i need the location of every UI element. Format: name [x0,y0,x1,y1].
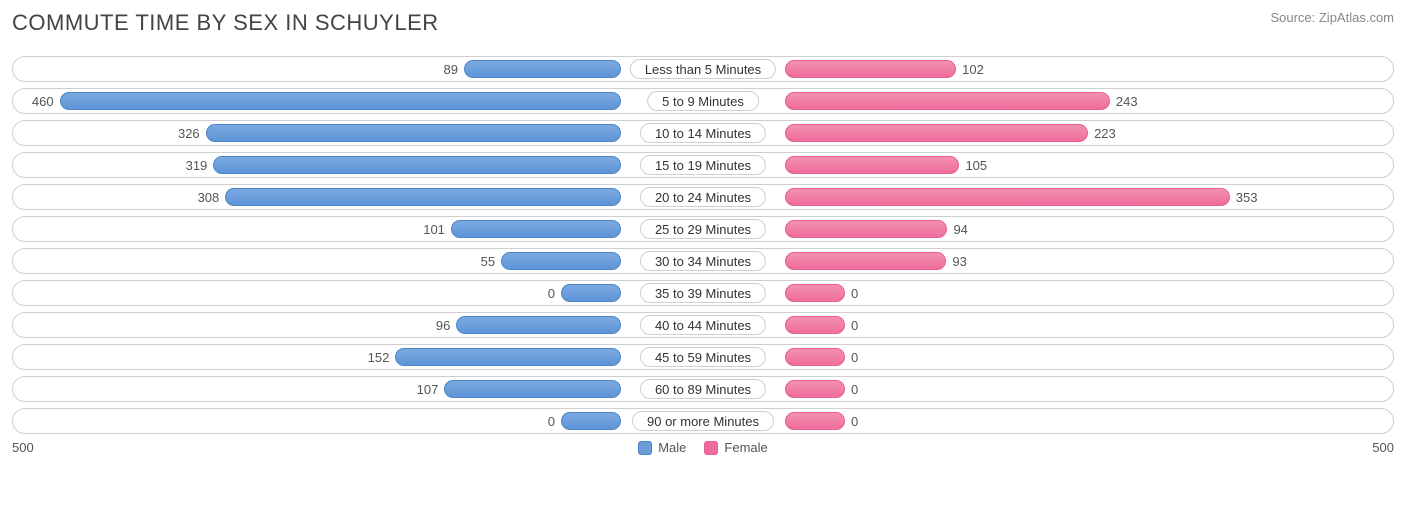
female-value: 0 [851,409,858,433]
table-row: 107 0 60 to 89 Minutes [12,376,1394,402]
female-bar [785,60,956,78]
female-bar [785,188,1230,206]
male-value: 101 [423,217,445,241]
female-bar [785,124,1088,142]
table-row: 0 0 90 or more Minutes [12,408,1394,434]
female-value: 0 [851,281,858,305]
male-bar [464,60,621,78]
female-value: 102 [962,57,984,81]
female-value: 0 [851,345,858,369]
category-label: 10 to 14 Minutes [640,123,766,143]
female-value: 223 [1094,121,1116,145]
legend-male-label: Male [658,440,686,455]
axis-right-max: 500 [1372,440,1394,455]
male-bar [206,124,621,142]
table-row: 152 0 45 to 59 Minutes [12,344,1394,370]
male-bar [451,220,621,238]
female-value: 105 [965,153,987,177]
male-value: 319 [186,153,208,177]
female-bar [785,156,959,174]
legend-female-label: Female [724,440,767,455]
male-bar [213,156,621,174]
category-label: 20 to 24 Minutes [640,187,766,207]
male-bar [60,92,621,110]
axis-left-max: 500 [12,440,34,455]
chart-rows: 89 102 Less than 5 Minutes 460 243 5 to 9 Min… [12,56,1394,434]
category-label: 60 to 89 Minutes [640,379,766,399]
male-value: 0 [548,409,555,433]
male-bar [561,284,621,302]
source-attribution: Source: ZipAtlas.com [1270,10,1394,25]
male-bar [501,252,621,270]
female-value: 94 [953,217,967,241]
category-label: 35 to 39 Minutes [640,283,766,303]
male-bar [395,348,621,366]
female-bar [785,316,845,334]
category-label: 30 to 34 Minutes [640,251,766,271]
category-label: 15 to 19 Minutes [640,155,766,175]
female-bar [785,252,946,270]
table-row: 319 105 15 to 19 Minutes [12,152,1394,178]
female-bar [785,284,845,302]
male-value: 0 [548,281,555,305]
legend-item-male: Male [638,440,686,455]
category-label: 40 to 44 Minutes [640,315,766,335]
header: COMMUTE TIME BY SEX IN SCHUYLER Source: … [12,10,1394,36]
male-value: 308 [198,185,220,209]
male-value: 152 [368,345,390,369]
category-label: 25 to 29 Minutes [640,219,766,239]
female-value: 0 [851,377,858,401]
category-label: 45 to 59 Minutes [640,347,766,367]
male-bar [225,188,621,206]
male-value: 326 [178,121,200,145]
male-value: 460 [32,89,54,113]
table-row: 0 0 35 to 39 Minutes [12,280,1394,306]
female-bar [785,92,1110,110]
female-value: 0 [851,313,858,337]
male-value: 89 [444,57,458,81]
category-label: 5 to 9 Minutes [647,91,759,111]
male-bar [456,316,621,334]
legend: Male Female [638,440,768,455]
male-bar [561,412,621,430]
table-row: 308 353 20 to 24 Minutes [12,184,1394,210]
female-bar [785,380,845,398]
male-value: 55 [481,249,495,273]
female-swatch-icon [704,441,718,455]
table-row: 460 243 5 to 9 Minutes [12,88,1394,114]
female-value: 243 [1116,89,1138,113]
table-row: 96 0 40 to 44 Minutes [12,312,1394,338]
category-label: Less than 5 Minutes [630,59,776,79]
table-row: 326 223 10 to 14 Minutes [12,120,1394,146]
female-bar [785,220,947,238]
male-bar [444,380,621,398]
female-value: 353 [1236,185,1258,209]
legend-item-female: Female [704,440,767,455]
chart-footer: 500 Male Female 500 [12,440,1394,455]
table-row: 89 102 Less than 5 Minutes [12,56,1394,82]
male-swatch-icon [638,441,652,455]
category-label: 90 or more Minutes [632,411,774,431]
male-value: 96 [436,313,450,337]
female-bar [785,348,845,366]
male-value: 107 [417,377,439,401]
table-row: 55 93 30 to 34 Minutes [12,248,1394,274]
chart-title: COMMUTE TIME BY SEX IN SCHUYLER [12,10,439,36]
female-bar [785,412,845,430]
female-value: 93 [952,249,966,273]
table-row: 101 94 25 to 29 Minutes [12,216,1394,242]
chart-container: COMMUTE TIME BY SEX IN SCHUYLER Source: … [0,0,1406,463]
